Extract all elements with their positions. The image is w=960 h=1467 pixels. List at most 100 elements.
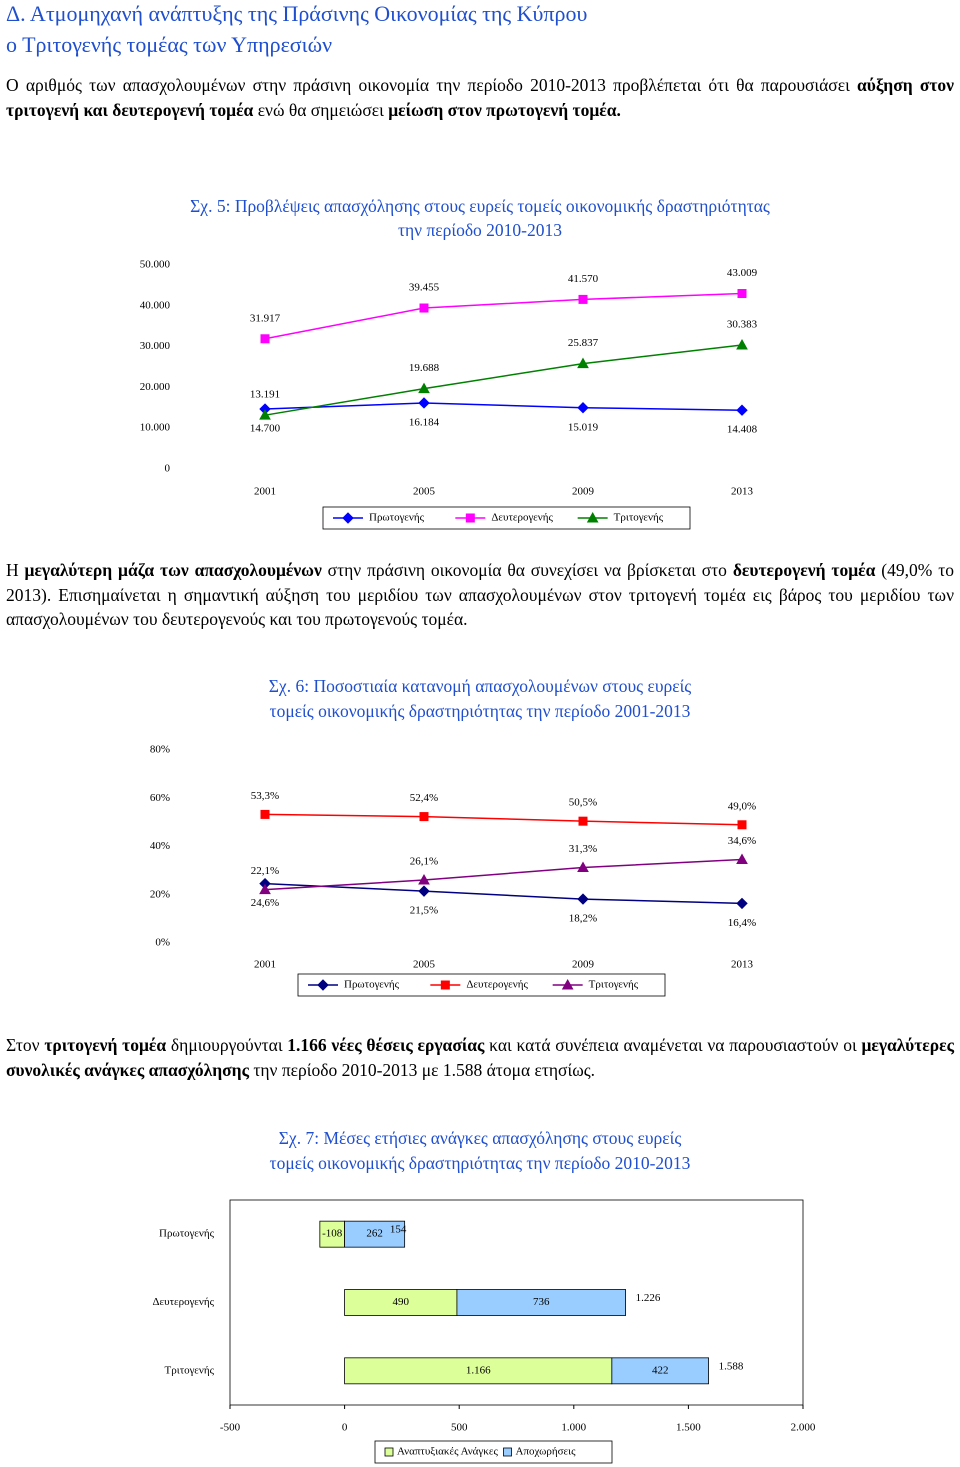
legend-box	[374, 1440, 613, 1464]
marker	[736, 404, 748, 416]
marker	[259, 883, 271, 895]
paragraph: Στον τριτογενή τομέα δημιουργούνται 1.16…	[6, 1033, 954, 1082]
value-label: 26,1%	[410, 856, 438, 868]
bar-segment	[319, 1220, 346, 1248]
value-label: 1.166	[466, 1364, 491, 1376]
value-label: 52,4%	[410, 792, 438, 804]
text-run: Η	[6, 560, 25, 580]
legend-label: Αποχωρήσεις	[516, 1446, 577, 1458]
category-label: Τριτογενής	[165, 1364, 215, 1376]
chart-title: τομείς οικονομικής δραστηριότητας την πε…	[270, 701, 691, 721]
value-label: 53,3%	[251, 790, 279, 802]
heading: Δ. Ατμομηχανή ανάπτυξης της Πράσινης Οικ…	[6, 1, 588, 26]
marker	[465, 513, 475, 523]
text-run: δημιουργούνται	[166, 1035, 288, 1055]
legend-swatch	[384, 1447, 394, 1457]
chart-title: την περίοδο 2010-2013	[398, 220, 562, 240]
y-tick-label: 0	[165, 463, 171, 475]
legend-box	[322, 506, 691, 530]
legend-label: Πρωτογενής	[369, 512, 425, 524]
x-tick-label: 2001	[254, 486, 276, 498]
legend-label: Αναπτυξιακές Ανάγκες	[397, 1446, 498, 1458]
y-tick-label: 40%	[150, 840, 170, 852]
x-tick-label: 2.000	[791, 1422, 816, 1434]
value-label: 49,0%	[728, 800, 756, 812]
bar-segment	[344, 1220, 406, 1248]
x-tick-label: 0	[342, 1422, 348, 1434]
marker	[578, 816, 588, 826]
y-tick-label: 30.000	[140, 340, 171, 352]
marker	[342, 512, 354, 524]
value-label: 736	[533, 1296, 550, 1308]
value-label: 422	[652, 1364, 669, 1376]
value-label: 30.383	[727, 319, 758, 331]
text-run: στην πράσινη οικονομία θα συνεχίσει να β…	[321, 560, 733, 580]
chart-title: Σχ. 6: Ποσοστιαία κατανομή απασχολουμένω…	[269, 676, 692, 696]
y-tick-label: 80%	[150, 744, 170, 756]
x-tick-label: 500	[451, 1422, 468, 1434]
y-tick-label: 20%	[150, 888, 170, 900]
marker	[577, 357, 589, 369]
total-label: 1.226	[636, 1292, 661, 1304]
text-run: ενώ θα σημειώσει	[253, 99, 389, 120]
marker	[736, 339, 748, 350]
value-label: 490	[393, 1296, 410, 1308]
value-label: 16,4%	[728, 917, 756, 929]
chart-title: Σχ. 7: Μέσες ετήσιες ανάγκες απασχόλησης…	[279, 1128, 682, 1148]
text-run: μεγαλύτερες συνολικές ανάγκες απασχόληση…	[6, 1035, 954, 1080]
marker	[561, 978, 574, 990]
marker	[577, 402, 589, 414]
value-label: 19.688	[409, 362, 440, 374]
marker	[418, 382, 430, 394]
y-tick-label: 50.000	[140, 259, 171, 271]
value-label: 31.917	[250, 312, 281, 324]
marker	[260, 809, 270, 819]
x-tick-label: 1.500	[676, 1422, 701, 1434]
chart: Σχ. 7: Μέσες ετήσιες ανάγκες απασχόλησης…	[152, 1128, 816, 1464]
x-tick-label: 1.000	[561, 1422, 586, 1434]
legend-label: Τριτογενής	[614, 512, 664, 524]
legend-label: Τριτογενής	[589, 979, 639, 991]
value-label: 31,3%	[569, 843, 597, 855]
value-label: 18,2%	[569, 913, 597, 925]
series-line	[264, 813, 743, 826]
bar-segment	[456, 1289, 626, 1316]
y-tick-label: 60%	[150, 792, 170, 804]
legend-swatch	[503, 1447, 512, 1457]
series-line	[264, 402, 743, 411]
x-tick-label: 2001	[254, 959, 276, 971]
category-label: Δευτερογενής	[152, 1296, 214, 1308]
value-label: 22,1%	[251, 865, 279, 877]
value-label: 15.019	[568, 421, 599, 433]
x-tick-label: -500	[220, 1422, 241, 1434]
chart-title: τομείς οικονομικής δραστηριότητας την πε…	[270, 1153, 691, 1173]
value-label: 34,6%	[728, 835, 756, 847]
legend-box	[297, 973, 666, 997]
text-run: 1.166 νέες θέσεις εργασίας	[287, 1035, 485, 1055]
marker	[737, 820, 747, 830]
bar-segment	[344, 1357, 613, 1385]
value-label: 50,5%	[569, 797, 597, 809]
marker	[418, 885, 430, 897]
marker	[737, 289, 747, 299]
marker	[260, 334, 270, 344]
y-tick-label: 40.000	[140, 299, 171, 311]
x-tick-label: 2005	[413, 959, 436, 971]
text-run: μεγαλύτερη μάζα των απασχολουμένων	[24, 560, 322, 580]
marker	[578, 294, 588, 304]
value-label: 14.700	[250, 423, 281, 435]
series-line	[264, 858, 743, 891]
text-run: Στον	[6, 1035, 45, 1055]
text-run: Ο αριθμός των απασχολουμένων στην πράσιν…	[6, 75, 857, 95]
series-line	[264, 292, 743, 340]
marker	[317, 979, 329, 991]
legend-label: Δευτερογενής	[491, 512, 553, 524]
marker	[259, 409, 271, 420]
value-label: 39.455	[409, 282, 440, 294]
legend-label: Πρωτογενής	[344, 979, 400, 991]
series-line	[264, 344, 743, 416]
plot-frame	[229, 1199, 804, 1406]
text-run: τριτογενή τομέα	[44, 1035, 167, 1055]
y-tick-label: 0%	[155, 937, 170, 949]
